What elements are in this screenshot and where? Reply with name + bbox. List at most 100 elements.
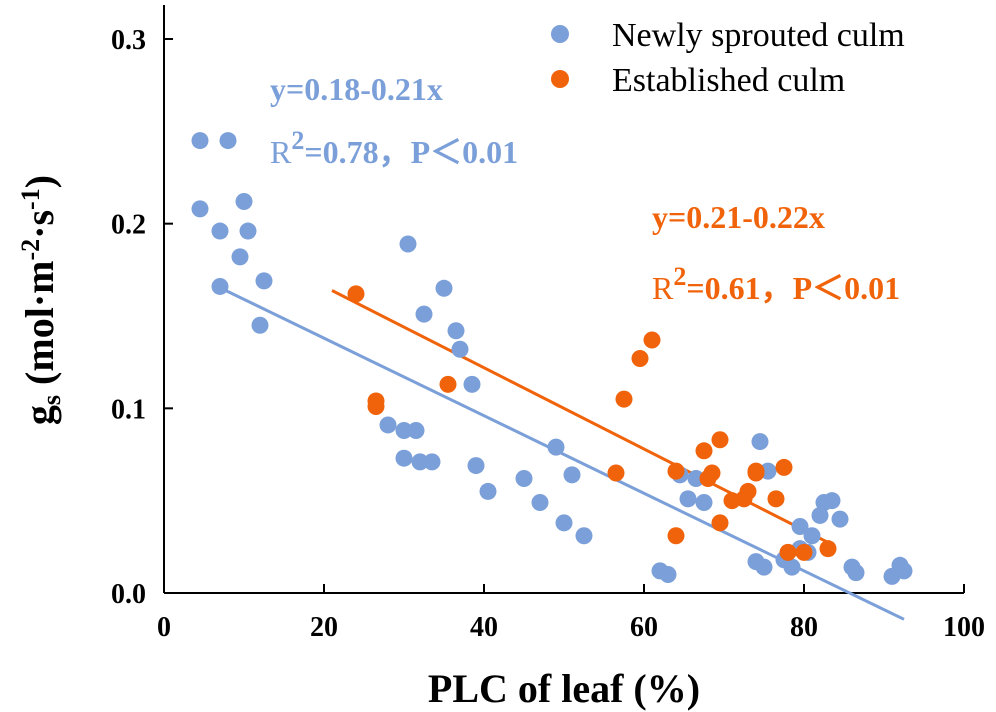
point-newly-sprouted <box>575 527 593 545</box>
y-axis-title-subscript: s <box>37 395 66 405</box>
r2-established-value: =0.61，P＜0.01 <box>686 270 900 306</box>
point-established <box>667 462 685 480</box>
point-established <box>367 397 385 415</box>
point-newly-sprouted <box>219 132 237 150</box>
point-newly-sprouted <box>847 564 865 582</box>
fit-line-newly-sprouted <box>219 286 905 621</box>
point-newly-sprouted <box>395 449 413 467</box>
point-newly-sprouted <box>211 277 229 295</box>
point-newly-sprouted <box>423 453 441 471</box>
point-newly-sprouted <box>783 558 801 576</box>
point-established <box>795 543 813 561</box>
legend-marker-established <box>551 70 569 88</box>
x-tick-label: 60 <box>630 612 658 643</box>
point-newly-sprouted <box>547 438 565 456</box>
point-newly-sprouted <box>791 518 809 536</box>
point-newly-sprouted <box>411 453 429 471</box>
r2-newly-sprouted: R2=0.78，P＜0.01 <box>270 126 518 170</box>
legend-label-newly-sprouted: Newly sprouted culm <box>612 17 905 54</box>
y-axis-title-exp1: -2 <box>16 239 45 261</box>
y-axis-title-unit-close: ) <box>17 175 62 188</box>
y-ticks: 0.0 0.1 0.2 0.3 <box>111 25 173 610</box>
point-newly-sprouted <box>407 421 425 439</box>
point-newly-sprouted <box>251 316 269 334</box>
point-established <box>615 390 633 408</box>
point-newly-sprouted <box>679 490 697 508</box>
point-newly-sprouted <box>415 305 433 323</box>
r2-newly-sprouted-value: =0.78，P＜0.01 <box>304 134 518 170</box>
point-newly-sprouted <box>751 433 769 451</box>
point-newly-sprouted <box>659 566 677 584</box>
point-newly-sprouted <box>399 235 417 253</box>
point-established <box>747 462 765 480</box>
point-newly-sprouted <box>451 340 469 358</box>
x-axis-title: PLC of leaf (%) <box>428 666 700 711</box>
fit-line-established <box>331 289 829 544</box>
point-newly-sprouted <box>895 562 913 580</box>
point-newly-sprouted <box>555 514 573 532</box>
point-established <box>819 540 837 558</box>
y-axis-title-main: g <box>17 405 62 425</box>
annotations: y=0.18-0.21x R2=0.78，P＜0.01 y=0.21-0.22x… <box>270 71 900 306</box>
legend-marker-newly-sprouted <box>551 25 569 43</box>
point-newly-sprouted <box>755 558 773 576</box>
equation-established: y=0.21-0.22x <box>652 199 825 235</box>
fit-lines <box>219 286 905 621</box>
point-newly-sprouted <box>447 322 465 340</box>
point-established <box>711 431 729 449</box>
y-tick-label: 0.3 <box>111 25 146 56</box>
y-tick-label: 0.2 <box>111 210 146 241</box>
r2-established: R2=0.61，P＜0.01 <box>652 262 900 306</box>
point-established <box>775 458 793 476</box>
point-established <box>695 442 713 460</box>
point-newly-sprouted <box>239 222 257 240</box>
r2-established-exp: 2 <box>673 262 686 291</box>
point-established <box>643 331 661 349</box>
x-tick-label: 100 <box>943 612 985 643</box>
point-newly-sprouted <box>823 492 841 510</box>
y-axis-title-unit-open: (mol·m <box>17 261 62 395</box>
point-newly-sprouted <box>515 470 533 488</box>
point-newly-sprouted <box>687 470 705 488</box>
point-newly-sprouted <box>463 375 481 393</box>
legend-label-established: Established culm <box>612 62 845 99</box>
point-established <box>711 514 729 532</box>
r2-newly-sprouted-exp: 2 <box>291 126 304 155</box>
point-newly-sprouted <box>191 132 209 150</box>
y-tick-label: 0.1 <box>111 394 146 425</box>
point-newly-sprouted <box>231 248 249 266</box>
point-newly-sprouted <box>811 506 829 524</box>
axes: 0 20 40 60 80 100 0.0 0.1 0.2 0.3 <box>111 5 985 643</box>
y-axis-title-exp2: -1 <box>16 188 45 210</box>
point-newly-sprouted <box>467 457 485 475</box>
x-tick-label: 40 <box>470 612 498 643</box>
point-newly-sprouted <box>379 416 397 434</box>
legend: Newly sprouted culm Established culm <box>551 17 905 99</box>
point-newly-sprouted <box>395 421 413 439</box>
point-established <box>779 543 797 561</box>
y-tick-label: 0.0 <box>111 579 146 610</box>
point-newly-sprouted <box>211 222 229 240</box>
point-newly-sprouted <box>563 466 581 484</box>
x-tick-label: 80 <box>790 612 818 643</box>
point-newly-sprouted <box>255 272 273 290</box>
point-established <box>767 490 785 508</box>
point-established <box>439 375 457 393</box>
point-established <box>631 349 649 367</box>
r2-newly-sprouted-prefix: R <box>270 134 292 170</box>
x-ticks: 0 20 40 60 80 100 <box>157 584 985 643</box>
point-established <box>667 527 685 545</box>
r2-established-prefix: R <box>652 270 674 306</box>
x-tick-label: 20 <box>310 612 338 643</box>
point-established <box>739 482 757 500</box>
point-newly-sprouted <box>191 200 209 218</box>
y-axis-title-mid: ·s <box>17 210 62 239</box>
data-points <box>191 132 913 585</box>
x-tick-label: 0 <box>157 612 171 643</box>
point-newly-sprouted <box>435 279 453 297</box>
point-newly-sprouted <box>803 527 821 545</box>
point-newly-sprouted <box>831 510 849 528</box>
equation-newly-sprouted: y=0.18-0.21x <box>270 71 443 107</box>
point-newly-sprouted <box>531 494 549 512</box>
